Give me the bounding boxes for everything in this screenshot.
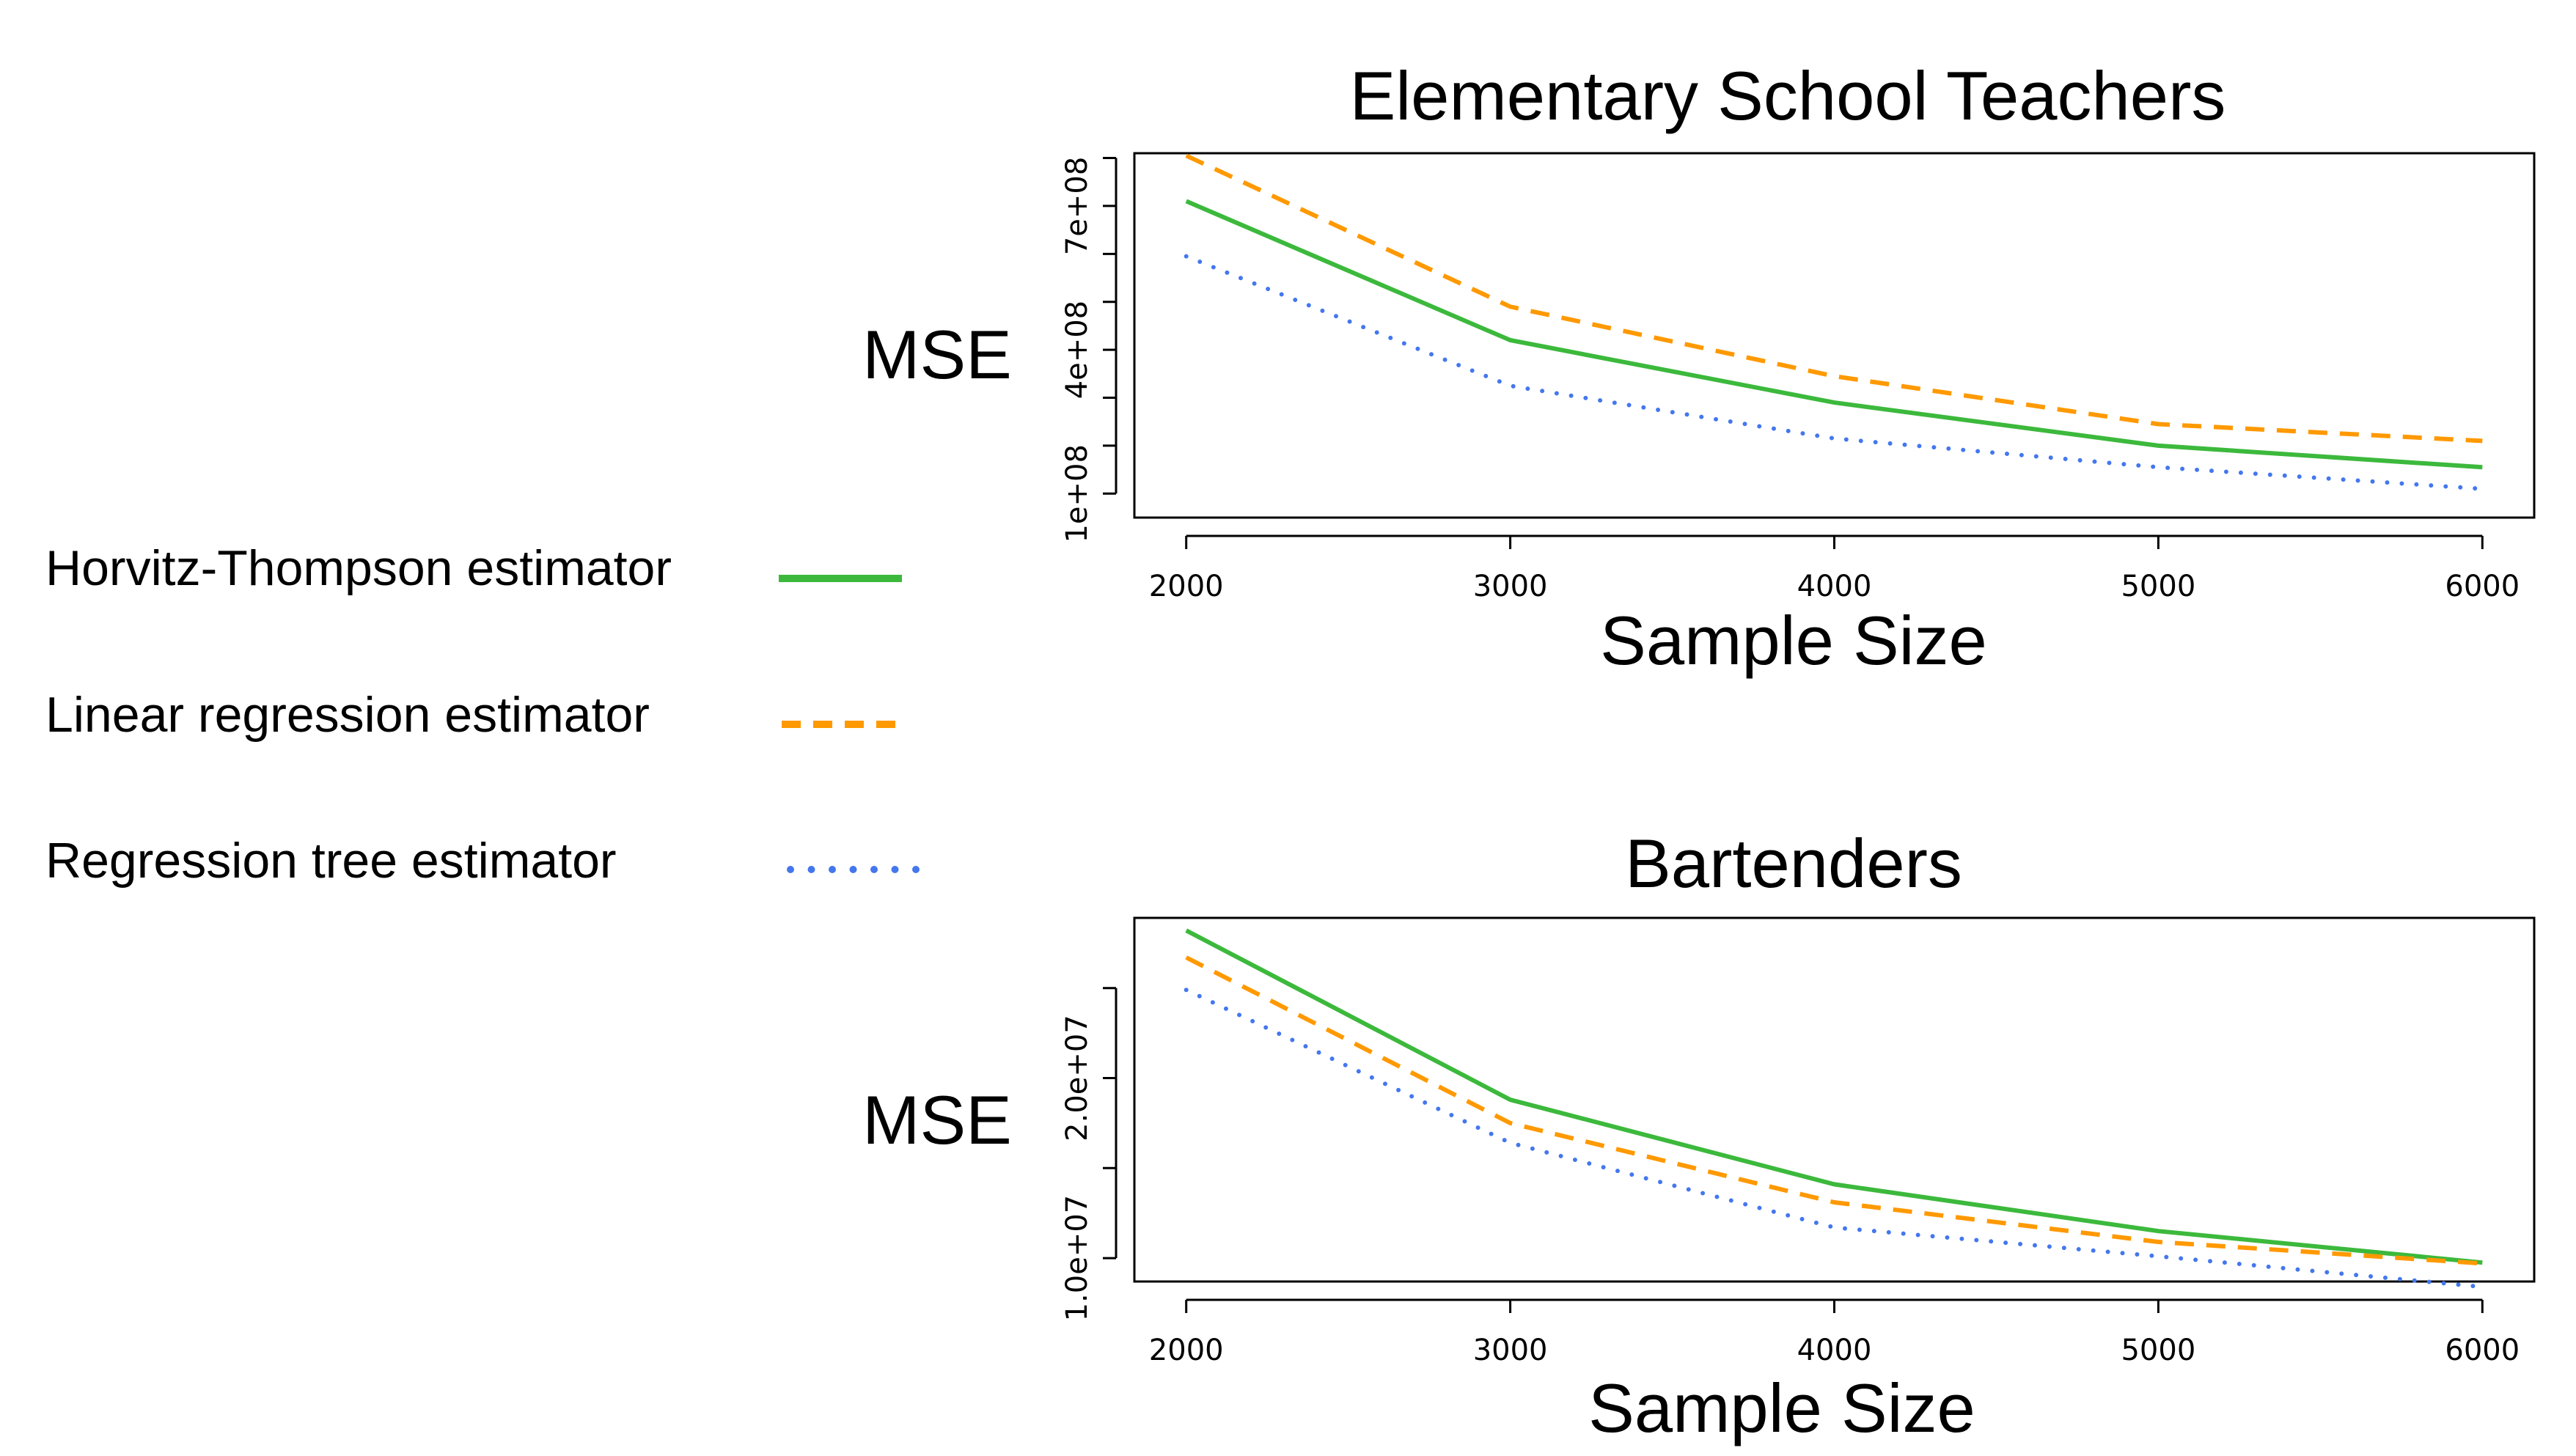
- plot-frame: [1133, 916, 2536, 1283]
- x-tick-label: 5000: [2121, 1334, 2195, 1367]
- y-tick-label: 1.0e+07: [1060, 1195, 1094, 1322]
- y-tick-label: 7e+08: [1060, 157, 1094, 255]
- x-axis-label: Sample Size: [1600, 602, 1987, 679]
- x-tick-label: 2000: [1149, 1334, 1224, 1367]
- plot-frame: [1133, 152, 2536, 519]
- y-axis-label: MSE: [862, 316, 1012, 393]
- chart-elementary-school-teachers: Elementary School Teachers MSE Sample Si…: [862, 57, 2536, 679]
- series-line-regression-tree-estimator: [1184, 254, 2485, 491]
- y-axis-label: MSE: [862, 1081, 1012, 1158]
- x-tick-label: 4000: [1797, 1334, 1872, 1367]
- series-line-horvitz-thompson-estimator: [1185, 928, 2483, 1265]
- y-tick-label: 4e+08: [1060, 301, 1094, 399]
- legend-label-regression-tree: Regression tree estimator: [45, 833, 617, 889]
- x-tick-label: 3000: [1473, 570, 1548, 603]
- series-line-linear-regression-estimator: [1185, 153, 2483, 444]
- x-tick-label: 4000: [1797, 570, 1872, 603]
- chart-bartenders: Bartenders MSE Sample Size 2000 3000 4000 5…: [862, 825, 2536, 1446]
- legend-label-linear-regression: Linear regression estimator: [45, 687, 650, 743]
- x-tick-label: 2000: [1149, 570, 1224, 603]
- x-tick-label: 5000: [2121, 570, 2195, 603]
- series-line-regression-tree-estimator: [1184, 988, 2485, 1290]
- x-tick-label: 3000: [1473, 1334, 1548, 1367]
- y-tick-label: 1e+08: [1060, 444, 1094, 543]
- legend: Horvitz-Thompson estimator Linear regres…: [45, 540, 925, 889]
- chart-title: Elementary School Teachers: [1350, 57, 2226, 134]
- x-tick-label: 6000: [2445, 570, 2520, 603]
- series-line-horvitz-thompson-estimator: [1185, 199, 2483, 470]
- y-tick-label: 2.0e+07: [1060, 1015, 1094, 1141]
- x-axis-label: Sample Size: [1588, 1369, 1975, 1446]
- chart-title: Bartenders: [1625, 825, 1962, 902]
- series-line-linear-regression-estimator: [1185, 955, 2483, 1266]
- x-tick-label: 6000: [2445, 1334, 2520, 1367]
- legend-label-horvitz-thompson: Horvitz-Thompson estimator: [45, 540, 672, 596]
